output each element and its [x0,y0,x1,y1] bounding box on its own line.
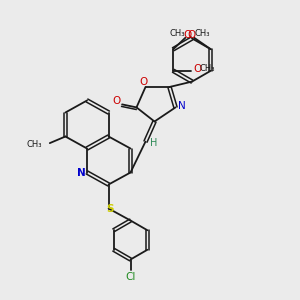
Text: CH₃: CH₃ [170,29,185,38]
Text: Cl: Cl [125,272,136,282]
Text: CH₃: CH₃ [200,64,215,73]
Text: O: O [193,64,201,74]
Text: N: N [178,101,185,111]
Text: O: O [188,30,196,40]
Text: H: H [150,138,158,148]
Text: N: N [76,168,85,178]
Text: CH₃: CH₃ [26,140,42,149]
Text: CH₃: CH₃ [194,29,209,38]
Text: O: O [140,76,148,87]
Text: S: S [106,204,114,214]
Text: O: O [112,96,121,106]
Text: O: O [184,30,192,40]
